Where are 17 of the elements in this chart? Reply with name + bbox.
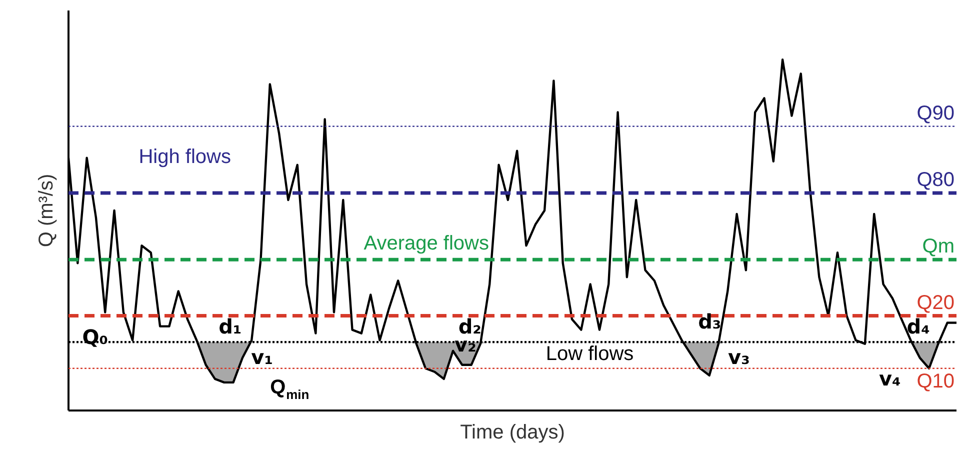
annotation: Average flows xyxy=(364,232,490,255)
annotation: v₃ xyxy=(728,344,750,369)
ref-line-label: Q80 xyxy=(916,168,955,191)
annotation: d₄ xyxy=(906,314,930,338)
ref-line-label: Qm xyxy=(922,236,954,258)
annotation: v₄ xyxy=(879,366,901,390)
x-axis-title: Time (days) xyxy=(460,422,565,444)
y-axis-title: Q (m³/s) xyxy=(36,174,58,248)
annotation: d₂ xyxy=(458,314,482,338)
ref-line-label: Q10 xyxy=(916,370,955,392)
ref-line-label: Q20 xyxy=(916,292,955,314)
annotation: d₁ xyxy=(218,314,242,338)
annotation: d₃ xyxy=(698,310,722,334)
annotation: v₁ xyxy=(251,344,273,369)
annotation: Low flows xyxy=(546,343,634,366)
annotation: High flows xyxy=(138,146,231,168)
ref-line-label: Q90 xyxy=(916,102,955,124)
